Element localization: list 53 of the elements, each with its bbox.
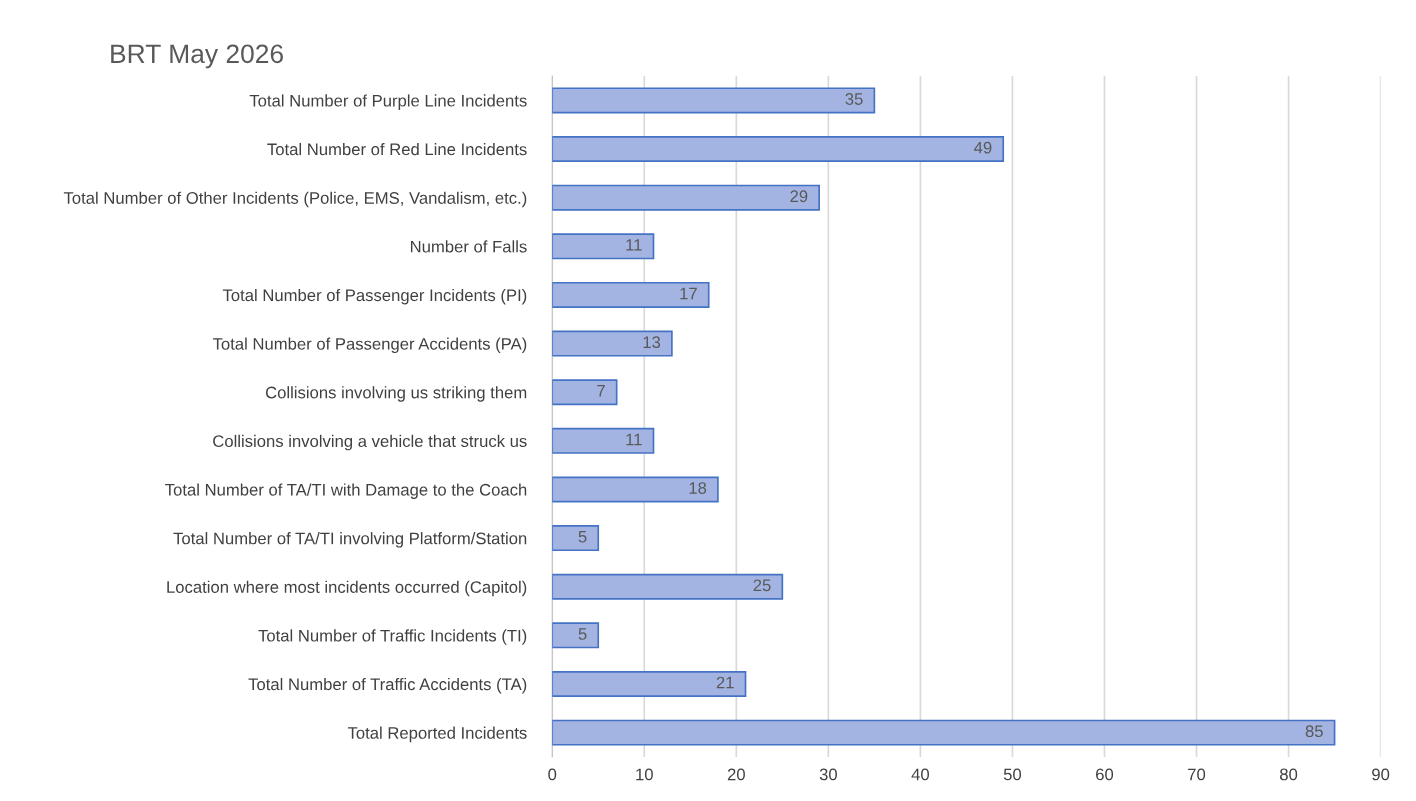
bar xyxy=(552,136,1005,163)
y-tick-label: Collisions involving a vehicle that struck us xyxy=(213,434,527,451)
x-tick-label: 90 xyxy=(1372,768,1390,781)
y-tick-label: Total Number of Traffic Incidents (TI) xyxy=(258,629,527,645)
y-tick-label: Total Reported Incidents xyxy=(347,726,527,743)
y-tick-label: Total Number of Passenger Incidents (PI) xyxy=(222,288,527,305)
y-tick-label: Location where most incidents occurred (Capitol) xyxy=(167,580,527,597)
data-label: 49 xyxy=(974,141,992,154)
y-tick-label: Total Number of TA/TI with Damage to the Coach xyxy=(165,483,527,499)
data-label: 29 xyxy=(790,190,808,203)
data-label: 5 xyxy=(578,530,587,543)
x-tick-label: 0 xyxy=(548,768,557,781)
bar xyxy=(552,719,1336,746)
y-tick-label: Total Number of Traffic Accidents (TA) xyxy=(248,677,527,694)
data-label: 13 xyxy=(643,336,661,349)
data-label: 7 xyxy=(597,385,605,397)
bar xyxy=(552,87,876,114)
y-tick-label: Total Number of Other Incidents (Police, EMS, Vandalism, etc.) xyxy=(63,191,527,208)
x-tick-label: 10 xyxy=(636,768,653,781)
x-tick-label: 70 xyxy=(1188,768,1206,781)
bar xyxy=(552,233,655,260)
data-label: 18 xyxy=(689,482,707,494)
bar xyxy=(552,573,784,600)
y-tick-label: Collisions involving us striking them xyxy=(265,386,527,402)
x-tick-label: 20 xyxy=(727,768,745,781)
y-tick-label: Total Number of Red Line Incidents xyxy=(267,143,527,156)
data-label: 11 xyxy=(626,239,642,251)
data-label: 21 xyxy=(716,676,734,689)
bar xyxy=(552,184,820,211)
bar xyxy=(552,330,673,357)
y-tick-label: Total Number of TA/TI involving Platform/Station xyxy=(173,532,527,548)
bar xyxy=(552,379,618,406)
data-label: 35 xyxy=(845,93,863,105)
bar xyxy=(552,671,747,697)
bar xyxy=(552,622,600,649)
x-tick-label: 30 xyxy=(819,768,837,781)
bar xyxy=(552,281,710,308)
data-label: 17 xyxy=(680,287,697,300)
y-tick-label: Total Number of Purple Line Incidents xyxy=(249,94,527,110)
x-tick-label: 40 xyxy=(911,768,930,781)
x-tick-label: 80 xyxy=(1280,768,1298,781)
x-tick-label: 60 xyxy=(1096,768,1114,781)
text: BRT May 2026 xyxy=(111,44,283,69)
bar xyxy=(552,427,655,454)
data-label: 85 xyxy=(1305,725,1323,738)
y-tick-label: Number of Falls xyxy=(410,240,527,253)
x-tick-label: 50 xyxy=(1003,768,1022,781)
data-label: 11 xyxy=(626,433,642,446)
bar xyxy=(552,525,600,552)
y-tick-label: Total Number of Passenger Accidents (PA) xyxy=(212,337,527,354)
bar xyxy=(552,476,719,503)
data-label: 5 xyxy=(578,628,587,640)
data-label: 25 xyxy=(753,579,771,592)
